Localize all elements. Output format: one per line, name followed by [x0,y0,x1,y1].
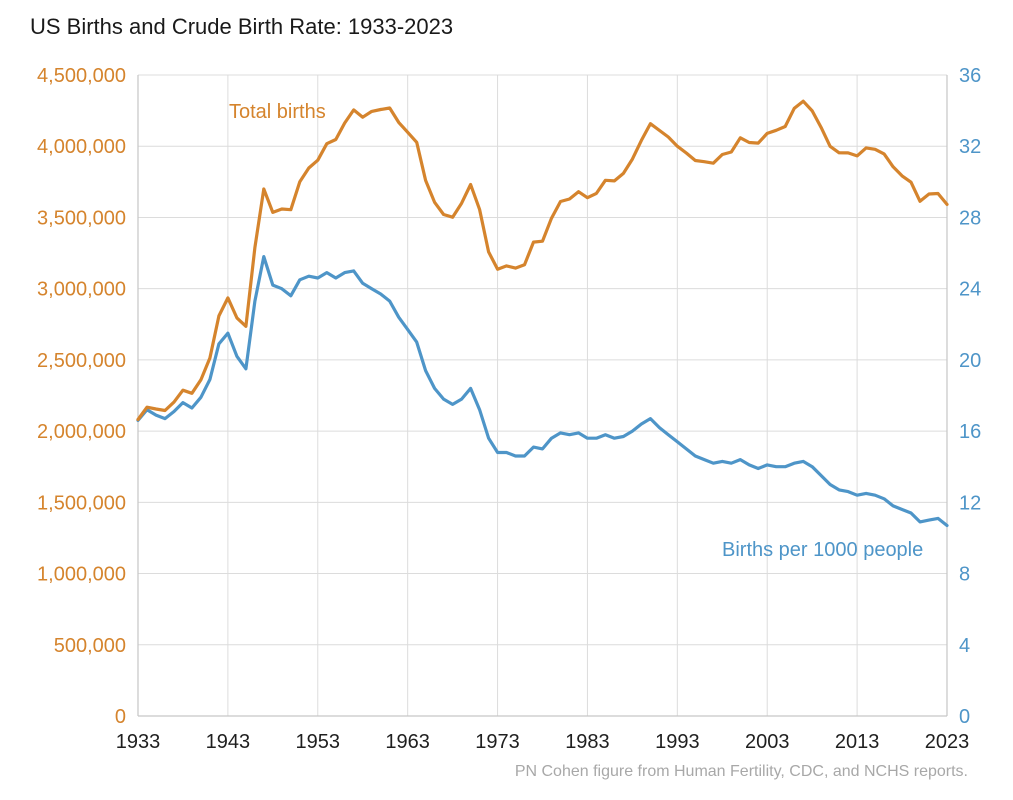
chart-title: US Births and Crude Birth Rate: 1933-202… [30,14,454,39]
x-axis-tick-label: 2023 [925,731,970,753]
right-axis-tick-label: 0 [959,706,970,728]
left-axis-tick-label: 3,000,000 [37,279,126,301]
x-axis-tick-label: 1933 [116,731,161,753]
left-axis-tick-label: 2,500,000 [37,350,126,372]
left-axis-tick-label: 4,000,000 [37,136,126,158]
x-axis-tick-label: 1963 [385,731,430,753]
birth-rate-line [136,255,949,528]
right-axis-tick-label: 32 [959,136,981,158]
x-axis-tick-label: 1953 [296,731,341,753]
left-axis-tick-label: 1,500,000 [37,492,126,514]
left-axis-tick-label: 0 [115,706,126,728]
x-axis-tick-label: 1973 [475,731,520,753]
right-axis-tick-label: 36 [959,65,981,87]
birth-rate-series-label: Births per 1000 people [722,539,924,561]
left-axis-tick-label: 3,500,000 [37,207,126,229]
right-axis-tick-label: 4 [959,635,970,657]
x-axis-tick-label: 1983 [565,731,610,753]
left-axis-tick-label: 1,000,000 [37,564,126,586]
right-axis-tick-label: 24 [959,279,981,301]
total-births-line [136,99,949,422]
left-axis-tick-label: 2,000,000 [37,421,126,443]
right-axis-tick-label: 16 [959,421,981,443]
total-births-series-label: Total births [229,101,326,123]
right-axis-tick-label: 12 [959,492,981,514]
left-axis-tick-label: 4,500,000 [37,65,126,87]
x-axis-tick-label: 2013 [835,731,880,753]
right-axis-tick-label: 20 [959,350,981,372]
right-axis-tick-label: 28 [959,207,981,229]
x-axis-tick-label: 2003 [745,731,790,753]
x-axis-tick-label: 1943 [206,731,251,753]
right-axis-tick-label: 8 [959,564,970,586]
footer-credit: PN Cohen figure from Human Fertility, CD… [514,763,968,780]
left-axis-tick-label: 500,000 [54,635,126,657]
x-axis-tick-label: 1993 [655,731,700,753]
